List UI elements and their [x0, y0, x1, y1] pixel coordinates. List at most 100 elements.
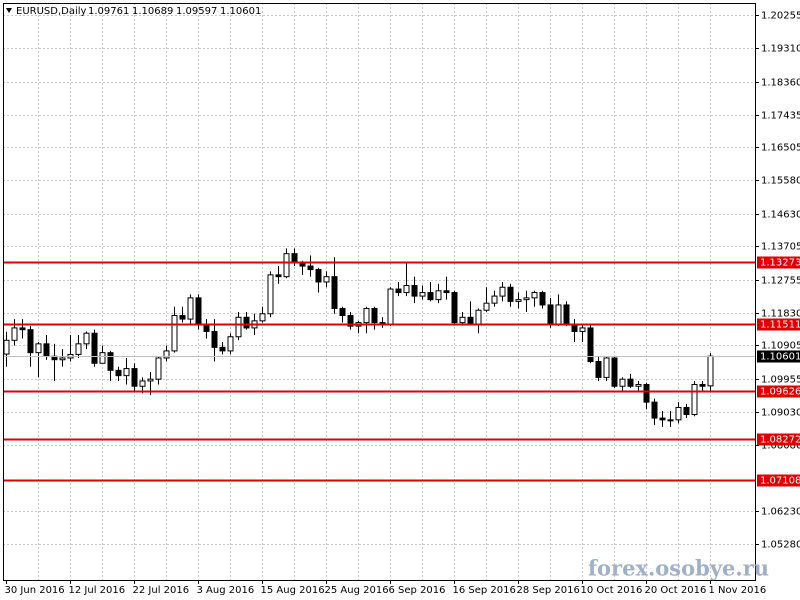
candle-body	[243, 316, 250, 329]
candle-body	[451, 292, 458, 324]
candle-body	[211, 330, 218, 348]
watermark: forex.osobye.ru	[588, 556, 769, 581]
candle-body	[307, 265, 314, 271]
y-tick-label: 1.11830	[761, 309, 800, 320]
candle-body	[283, 253, 290, 278]
candle-body	[683, 406, 690, 416]
candle-body	[539, 292, 546, 306]
candle-body	[659, 417, 666, 421]
candle-body	[419, 292, 426, 297]
candle-body	[27, 329, 34, 354]
candle-body	[619, 378, 626, 387]
candle-body	[587, 327, 594, 363]
candle-body	[507, 286, 514, 302]
x-tick-label: 1 Nov 2016	[709, 585, 767, 596]
level-label: 1.11511	[760, 320, 800, 331]
candle-body	[403, 284, 410, 294]
candle-body	[515, 299, 522, 302]
candle-body	[59, 357, 66, 361]
candle-body	[347, 315, 354, 327]
candle-body	[555, 304, 562, 325]
y-tick-label: 1.08080	[761, 441, 800, 452]
candle-body	[267, 274, 274, 315]
candle-body	[627, 378, 634, 387]
candle-body	[275, 274, 282, 278]
candle-body	[139, 380, 146, 387]
candle-body	[411, 284, 418, 297]
candle-body	[259, 313, 266, 322]
level-label-box	[757, 256, 800, 269]
current-price-box	[757, 350, 800, 363]
candle-body	[339, 307, 346, 317]
candle-body	[699, 383, 706, 387]
x-tick-label: 20 Oct 2016	[645, 585, 707, 596]
candle-body	[595, 361, 602, 378]
candle-body	[171, 315, 178, 352]
candle-body	[643, 383, 650, 403]
candle-body	[155, 357, 162, 380]
candle-body	[459, 316, 466, 324]
ohlc-open: 1.09761	[88, 6, 129, 17]
candle-body	[99, 352, 106, 364]
candle-body	[147, 378, 154, 382]
candle-body	[235, 316, 242, 338]
candle-body	[179, 315, 186, 320]
candle-body	[83, 332, 90, 345]
candle-body	[691, 383, 698, 416]
grid-layer	[3, 3, 755, 580]
candle-body	[547, 304, 554, 325]
y-tick-label: 1.16505	[761, 143, 800, 154]
plot-frame	[3, 3, 756, 581]
candle-body	[291, 253, 298, 264]
level-label-box	[757, 385, 800, 398]
candle-body	[435, 290, 442, 301]
y-tick-label: 1.14630	[761, 210, 800, 221]
y-tick-label: 1.05280	[761, 540, 800, 551]
candle-body	[603, 357, 610, 378]
level-label: 1.07108	[760, 476, 800, 487]
candle-body	[19, 327, 26, 331]
candle-body	[427, 292, 434, 301]
candle-body	[107, 352, 114, 371]
y-tick-label: 1.17435	[761, 111, 800, 122]
y-tick-label: 1.09955	[761, 375, 800, 386]
x-tick-label: 10 Oct 2016	[581, 585, 643, 596]
candle-body	[11, 327, 18, 341]
candle-body	[499, 286, 506, 297]
x-tick-label: 15 Aug 2016	[261, 585, 325, 596]
candle-body	[395, 288, 402, 294]
level-label-box	[757, 318, 800, 331]
x-tick-label: 22 Jul 2016	[133, 585, 190, 596]
x-tick-label: 30 Jun 2016	[5, 585, 65, 596]
y-tick-label: 1.06230	[761, 507, 800, 518]
candle-body	[531, 292, 538, 299]
candle-body	[651, 401, 658, 419]
x-tick-label: 16 Sep 2016	[453, 585, 516, 596]
candle-body	[483, 302, 490, 311]
x-tick-label: 6 Sep 2016	[389, 585, 446, 596]
candle-body	[227, 336, 234, 352]
candle-body	[475, 309, 482, 325]
candle-body	[163, 350, 170, 359]
candle-body	[635, 383, 642, 387]
level-label: 1.13273	[760, 258, 800, 269]
y-tick-label: 1.12755	[761, 276, 800, 287]
y-tick-label: 1.13705	[761, 242, 800, 253]
candle-body	[523, 297, 530, 301]
candle-body	[115, 369, 122, 377]
candle-body	[371, 307, 378, 324]
candle-body	[43, 343, 50, 357]
candle-body	[323, 276, 330, 283]
candle-body	[195, 297, 202, 325]
y-tick-label: 1.18360	[761, 78, 800, 89]
candle-body	[315, 269, 322, 283]
level-label-box	[757, 474, 800, 487]
candle-body	[187, 297, 194, 320]
candle-body	[123, 368, 130, 377]
x-tick-label: 25 Aug 2016	[325, 585, 389, 596]
y-tick-label: 1.09030	[761, 408, 800, 419]
y-tick-label: 1.19310	[761, 44, 800, 55]
candle-body	[75, 343, 82, 355]
candle-body	[3, 339, 10, 355]
